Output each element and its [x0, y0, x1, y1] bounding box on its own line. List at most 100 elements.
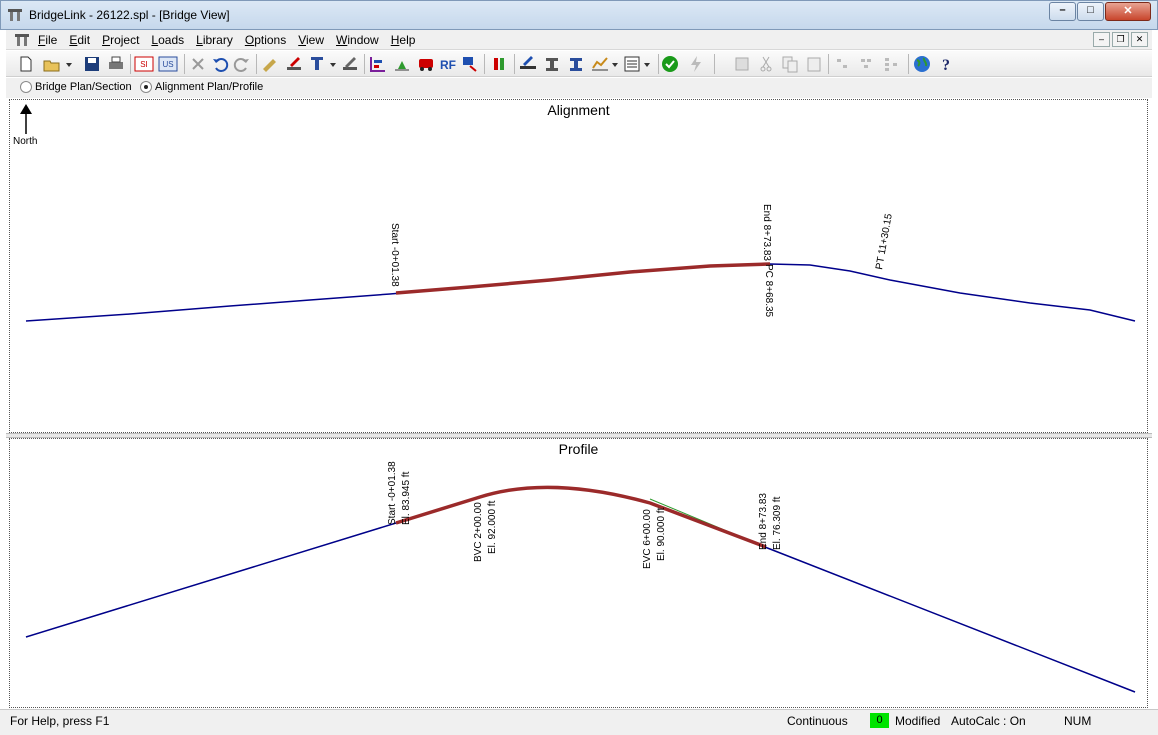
chart-dropdown-icon[interactable]	[610, 54, 620, 74]
bridgelink-app-icon[interactable]	[7, 7, 23, 23]
status-check-icon[interactable]	[660, 54, 680, 74]
svg-text:RF: RF	[440, 58, 456, 72]
chart-icon[interactable]	[590, 54, 610, 74]
bridge-analysis-icon[interactable]	[460, 54, 480, 74]
svg-text:SI: SI	[140, 60, 148, 69]
lightning-icon[interactable]	[686, 54, 706, 74]
menu-loads[interactable]: Loads	[151, 33, 185, 47]
copy-icon[interactable]	[780, 54, 800, 74]
properties-list-icon[interactable]	[622, 54, 642, 74]
maximize-button[interactable]: □	[1077, 2, 1104, 21]
help-hint: For Help, press F1	[10, 714, 110, 728]
radio-circle[interactable]	[20, 81, 32, 93]
minimize-icon: –	[1059, 4, 1066, 16]
profile-plot: Start -0+01.38 El. 83.945 ft BVC 2+00.00…	[25, 461, 1136, 693]
report-icon[interactable]	[566, 54, 586, 74]
window-title: BridgeLink - 26122.spl - [Bridge View]	[29, 8, 230, 22]
evc-station-label: EVC 6+00.00	[642, 509, 653, 569]
bridge-export-icon[interactable]	[490, 54, 510, 74]
window-controls: – □ ✕	[1048, 2, 1151, 21]
menu-edit[interactable]: Edit	[69, 33, 91, 47]
menu-help[interactable]: Help	[390, 33, 416, 47]
edit-span-icon[interactable]	[340, 54, 360, 74]
edit-pier-icon[interactable]	[308, 54, 328, 74]
mdi-close-button[interactable]: ✕	[1131, 32, 1148, 47]
edit-alignment-icon[interactable]	[368, 54, 388, 74]
distribute-icon[interactable]	[882, 54, 902, 74]
analysis-mode: Continuous	[787, 714, 848, 728]
view-option-bar: Bridge Plan/Section Alignment Plan/Profi…	[6, 78, 1152, 98]
minimize-button[interactable]: –	[1049, 2, 1076, 21]
alignment-plan-label: Alignment Plan/Profile	[155, 81, 264, 93]
menu-window[interactable]: Window	[336, 33, 379, 47]
align-center-icon[interactable]	[858, 54, 878, 74]
menu-project[interactable]: Project	[102, 33, 140, 47]
bvc-elevation-label: El. 92.000 ft	[487, 500, 498, 554]
toolbar-separator	[658, 54, 659, 74]
girder-select-icon[interactable]	[518, 54, 538, 74]
open-icon[interactable]	[42, 54, 62, 74]
start-station-label: Start -0+01.38	[389, 223, 400, 287]
title-bar: BridgeLink - 26122.spl - [Bridge View] –…	[0, 0, 1158, 30]
rf-icon[interactable]: RF	[438, 54, 458, 74]
paste-icon[interactable]	[804, 54, 824, 74]
alignment-plot: North Start -0+01.38 End 8+73.83 PC 8+68…	[13, 104, 1136, 322]
save-icon[interactable]	[82, 54, 102, 74]
menu-options[interactable]: Options	[244, 33, 287, 47]
bridge-plan-label: Bridge Plan/Section	[35, 81, 132, 93]
edit-profile-icon[interactable]	[392, 54, 412, 74]
radio-circle-selected[interactable]	[140, 81, 152, 93]
close-icon: ✕	[1123, 5, 1133, 17]
profile-line	[25, 486, 1136, 693]
svg-text:?: ?	[942, 57, 950, 74]
edit-girder-icon[interactable]	[260, 54, 280, 74]
document-icon[interactable]	[14, 32, 30, 48]
redo-icon[interactable]	[232, 54, 252, 74]
toolbar-separator	[130, 54, 131, 74]
cut-icon[interactable]	[756, 54, 776, 74]
menu-view[interactable]: View	[298, 33, 325, 47]
toolbar-separator	[514, 54, 515, 74]
autocalc-status[interactable]: AutoCalc : On	[951, 714, 1026, 728]
menu-file[interactable]: File	[38, 33, 58, 47]
bvc-station-label: BVC 2+00.00	[473, 502, 484, 562]
pier-dropdown-icon[interactable]	[328, 54, 338, 74]
alignment-plan-radio[interactable]: Alignment Plan/Profile	[140, 81, 263, 93]
mdi-restore-button[interactable]: ❐	[1112, 32, 1129, 47]
modified-indicator: Modified	[895, 714, 941, 728]
svg-text:US: US	[162, 60, 173, 69]
close-button[interactable]: ✕	[1105, 2, 1151, 21]
si-units-icon[interactable]: SI	[134, 54, 154, 74]
pane-splitter[interactable]	[6, 433, 1152, 438]
mdi-minimize-button[interactable]: –	[1093, 32, 1110, 47]
start-station-label: Start -0+01.38	[387, 461, 398, 525]
align-left-icon[interactable]	[834, 54, 854, 74]
properties-dropdown-icon[interactable]	[642, 54, 652, 74]
us-units-icon[interactable]: US	[158, 54, 178, 74]
print-icon[interactable]	[106, 54, 126, 74]
new-icon[interactable]	[16, 54, 36, 74]
num-lock-indicator: NUM	[1064, 714, 1092, 728]
load-rating-icon[interactable]	[416, 54, 436, 74]
toolbar-separator	[184, 54, 185, 74]
help-icon[interactable]: ?	[936, 54, 956, 74]
globe-icon[interactable]	[912, 54, 932, 74]
end-station-label: End 8+73.83	[761, 204, 772, 261]
alignment-pane[interactable]: Alignment North Start -0+01.38 End 8+73.…	[9, 99, 1148, 433]
bridge-plan-radio[interactable]: Bridge Plan/Section	[20, 81, 132, 93]
edit-deck-icon[interactable]	[284, 54, 304, 74]
evc-elevation-label: El. 90.000 ft	[656, 507, 667, 561]
delete-icon[interactable]	[188, 54, 208, 74]
toolbar-separator	[364, 54, 365, 74]
north-label: North	[13, 136, 37, 147]
toolbar-separator	[484, 54, 485, 74]
north-arrow: North	[13, 104, 37, 147]
copy-bridge-icon[interactable]	[732, 54, 752, 74]
view-girder-icon[interactable]	[542, 54, 562, 74]
open-dropdown-icon[interactable]	[64, 54, 74, 74]
undo-icon[interactable]	[210, 54, 230, 74]
menu-library[interactable]: Library	[196, 33, 233, 47]
bridge-profile-line	[395, 485, 767, 549]
toolbar: SI US RF ?	[6, 51, 1152, 77]
profile-pane[interactable]: Profile Start -0+01.38 El. 83.945 ft BVC…	[9, 438, 1148, 708]
